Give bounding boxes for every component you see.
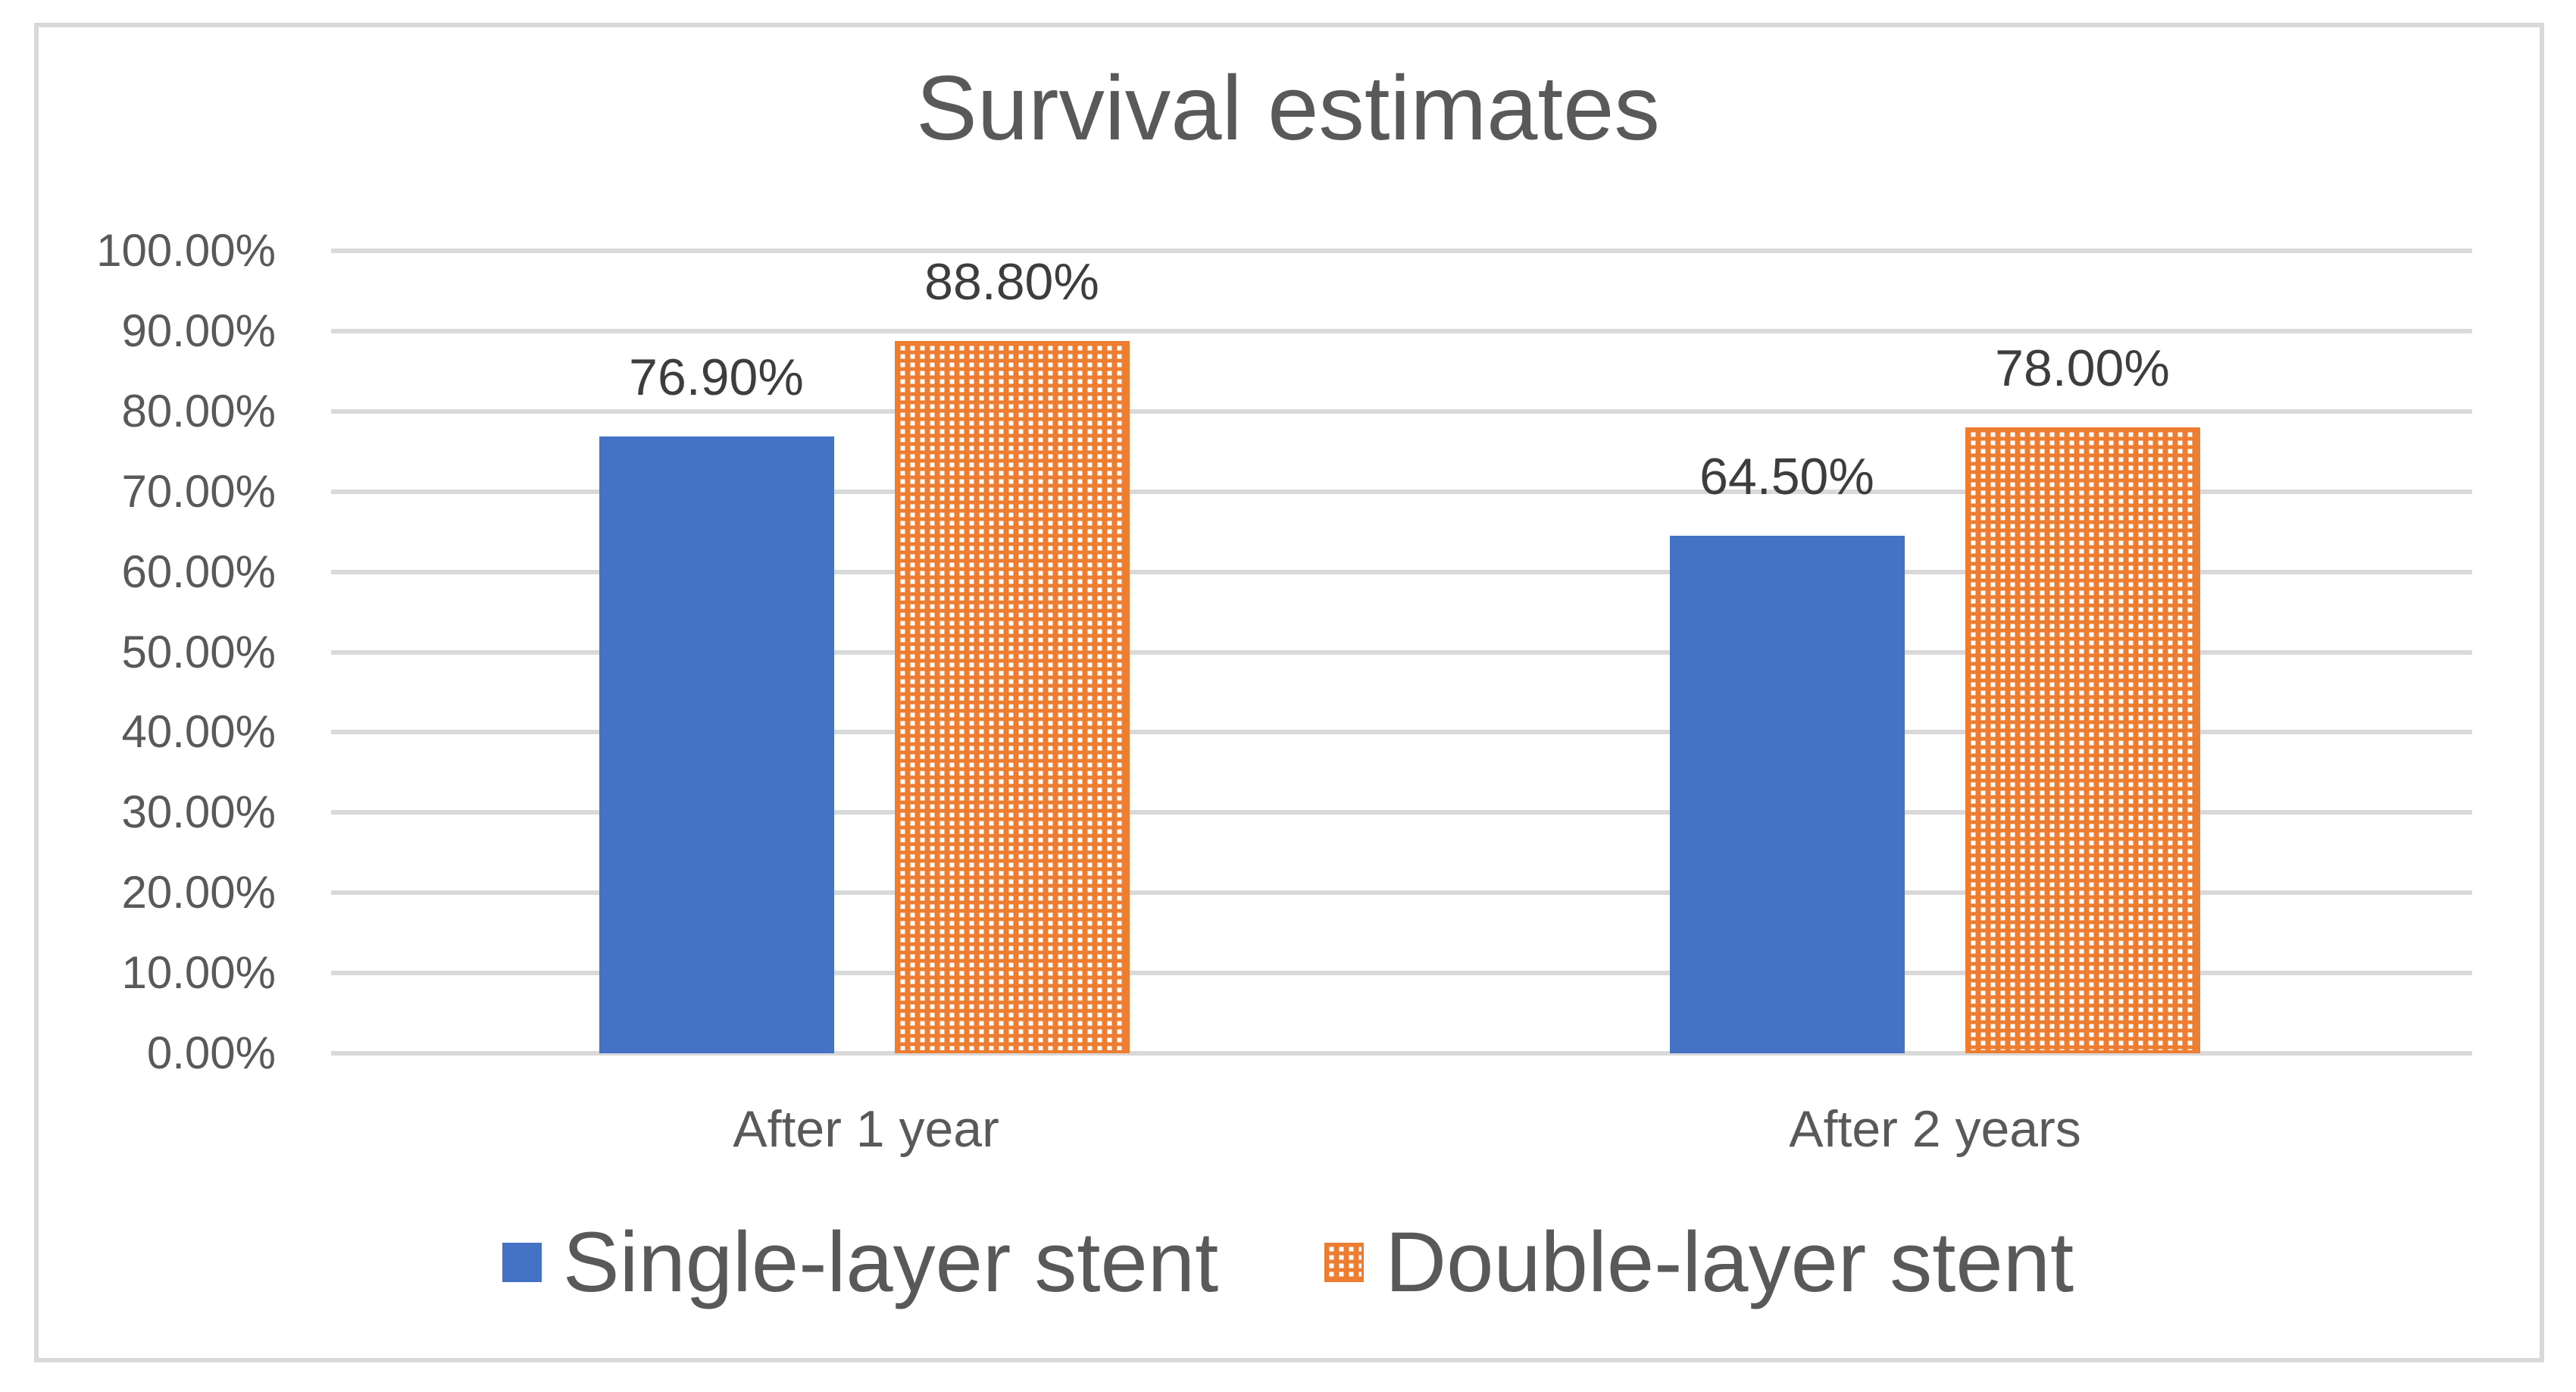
- bar-double-layer-stent-after-1-year: [894, 340, 1130, 1053]
- bar-single-layer-stent-after-2-years: [1669, 535, 1905, 1053]
- legend-item-double-layer-stent: Double-layer stent: [1324, 1217, 2074, 1308]
- gridline-20: [331, 890, 2472, 896]
- bar-double-layer-stent-after-2-years: [1965, 427, 2200, 1053]
- category-label-after-2-years: After 2 years: [1789, 1100, 2081, 1158]
- y-axis-tick-label: 70.00%: [121, 465, 277, 517]
- data-label-double-layer-stent-after-2-years: 78.00%: [1995, 339, 2170, 397]
- gridline-80: [331, 408, 2472, 414]
- y-axis-tick-label: 90.00%: [121, 305, 277, 356]
- y-axis-tick-label: 30.00%: [121, 787, 277, 838]
- data-label-single-layer-stent-after-1-year: 76.90%: [629, 348, 804, 406]
- gridline-70: [331, 489, 2472, 494]
- gridline-100: [331, 249, 2472, 253]
- data-label-single-layer-stent-after-2-years: 64.50%: [1699, 447, 1874, 505]
- gridline-50: [331, 649, 2472, 655]
- y-axis-tick-label: 0.00%: [146, 1028, 276, 1078]
- plot-area: 76.90% 64.50% 88.80% 78.00%: [331, 249, 2472, 1056]
- gridline-10: [331, 971, 2472, 976]
- legend-swatch-double-layer: [1324, 1243, 1365, 1282]
- legend: Single-layer stent Double-layer stent: [0, 1209, 2576, 1315]
- y-axis-tick-label: 40.00%: [121, 706, 277, 758]
- legend-item-single-layer-stent: Single-layer stent: [502, 1217, 1218, 1308]
- gridline-90: [331, 328, 2472, 333]
- gridline-30: [331, 810, 2472, 815]
- y-axis-tick-label: 20.00%: [121, 867, 277, 918]
- gridline-0: [331, 1051, 2472, 1056]
- y-axis-tick-label: 60.00%: [121, 546, 277, 597]
- chart-title: Survival estimates: [916, 56, 1660, 159]
- y-axis-tick-label: 10.00%: [121, 947, 277, 999]
- legend-label-double-layer: Double-layer stent: [1385, 1215, 2074, 1309]
- gridline-40: [331, 730, 2472, 735]
- y-axis-tick-label: 100.00%: [96, 225, 276, 276]
- chart-border: [34, 23, 2544, 1362]
- category-label-after-1-year: After 1 year: [733, 1100, 999, 1158]
- legend-label-single-layer: Single-layer stent: [562, 1215, 1219, 1309]
- bar-single-layer-stent-after-1-year: [599, 436, 834, 1053]
- gridline-60: [331, 569, 2472, 574]
- y-axis-tick-label: 80.00%: [121, 385, 277, 436]
- data-label-double-layer-stent-after-1-year: 88.80%: [924, 252, 1099, 311]
- y-axis-tick-label: 50.00%: [121, 626, 277, 677]
- legend-swatch-single-layer: [502, 1243, 542, 1282]
